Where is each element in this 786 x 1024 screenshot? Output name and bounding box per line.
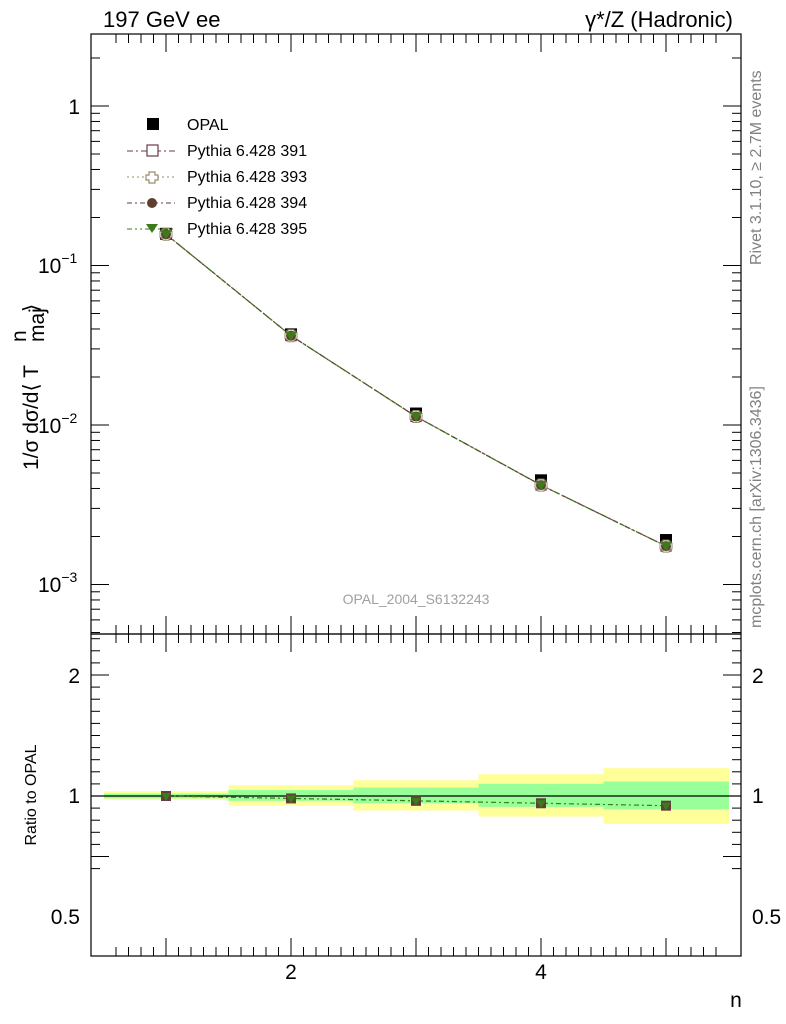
- ratio-ytick-right-05: 0.5: [752, 906, 781, 929]
- legend-marker-393: [145, 171, 159, 184]
- ratio-ytick-left-1: 1: [68, 785, 80, 808]
- ytick-label-1e-3: 10−3: [38, 569, 78, 597]
- ratio-point-395: [536, 800, 546, 809]
- legend-marker-395: [146, 224, 158, 233]
- chart-header-right: γ*/Z (Hadronic): [585, 7, 733, 32]
- pythia-395-point: [160, 230, 172, 240]
- chart-header-left: 197 GeV ee: [103, 7, 220, 32]
- ratio-ytick-right-1: 1: [752, 785, 764, 808]
- legend-marker-391: [146, 144, 159, 157]
- xtick-label-4: 4: [535, 961, 547, 984]
- pythia-395-point: [660, 542, 672, 552]
- ratio-ytick-left-05: 0.5: [51, 906, 80, 929]
- legend-marker-opal: [147, 118, 159, 130]
- pythia-395-point: [285, 331, 297, 341]
- ratio-band-inner-4: [478, 783, 604, 807]
- mcplots-label: mcplots.cern.ch [arXiv:1306.3436]: [748, 386, 765, 628]
- main-y-axis-label: 1/σ dσ/d⟨ T n maj ⟩: [8, 304, 49, 470]
- ratio-point-395: [161, 793, 171, 801]
- ratio-axis-ticks: [91, 634, 741, 956]
- main-line-series-3: [165, 233, 667, 547]
- legend-label-opal: OPAL: [187, 117, 229, 134]
- ratio-point-395: [286, 795, 296, 804]
- main-axis-ticks: [91, 34, 741, 634]
- svg-text:n: n: [8, 330, 31, 342]
- ratio-series-markers: [161, 791, 671, 811]
- ratio-band-inner-3: [353, 787, 479, 804]
- legend-label-395: Pythia 6.428 395: [187, 221, 307, 238]
- ratio-ytick-right-2: 2: [752, 665, 764, 688]
- legend-marker-394: [147, 198, 157, 208]
- svg-text:maj: maj: [26, 308, 49, 342]
- svg-text:⟩: ⟩: [20, 304, 43, 312]
- legend-label-393: Pythia 6.428 393: [187, 169, 307, 186]
- main-series-markers: [159, 227, 673, 553]
- legend: OPAL Pythia 6.428 391 Pythia 6.428 393 P…: [127, 117, 307, 238]
- rivet-version-label: Rivet 3.1.10, ≥ 2.7M events: [748, 70, 765, 265]
- main-line-series-1: [165, 233, 667, 547]
- pythia-395-point: [535, 481, 547, 491]
- main-line-series-2: [165, 233, 667, 547]
- ytick-label-1e-2: 10−2: [38, 410, 78, 438]
- pythia-395-point: [410, 412, 422, 422]
- ytick-label-1e-1: 10−1: [38, 250, 78, 278]
- ratio-point-395: [411, 797, 421, 806]
- ytick-label-1: 1: [68, 96, 80, 119]
- analysis-watermark: OPAL_2004_S6132243: [343, 591, 490, 607]
- main-series-lines: [165, 233, 667, 547]
- ratio-y-axis-label: Ratio to OPAL: [23, 744, 40, 845]
- ratio-point-395: [661, 802, 671, 811]
- svg-text:1/σ dσ/d⟨ T: 1/σ dσ/d⟨ T: [20, 365, 43, 470]
- ratio-ytick-left-2: 2: [68, 665, 80, 688]
- xtick-label-2: 2: [285, 961, 297, 984]
- main-line-series-4: [165, 233, 667, 547]
- legend-label-391: Pythia 6.428 391: [187, 143, 307, 160]
- legend-label-394: Pythia 6.428 394: [187, 195, 307, 212]
- x-axis-label: n: [730, 989, 742, 1012]
